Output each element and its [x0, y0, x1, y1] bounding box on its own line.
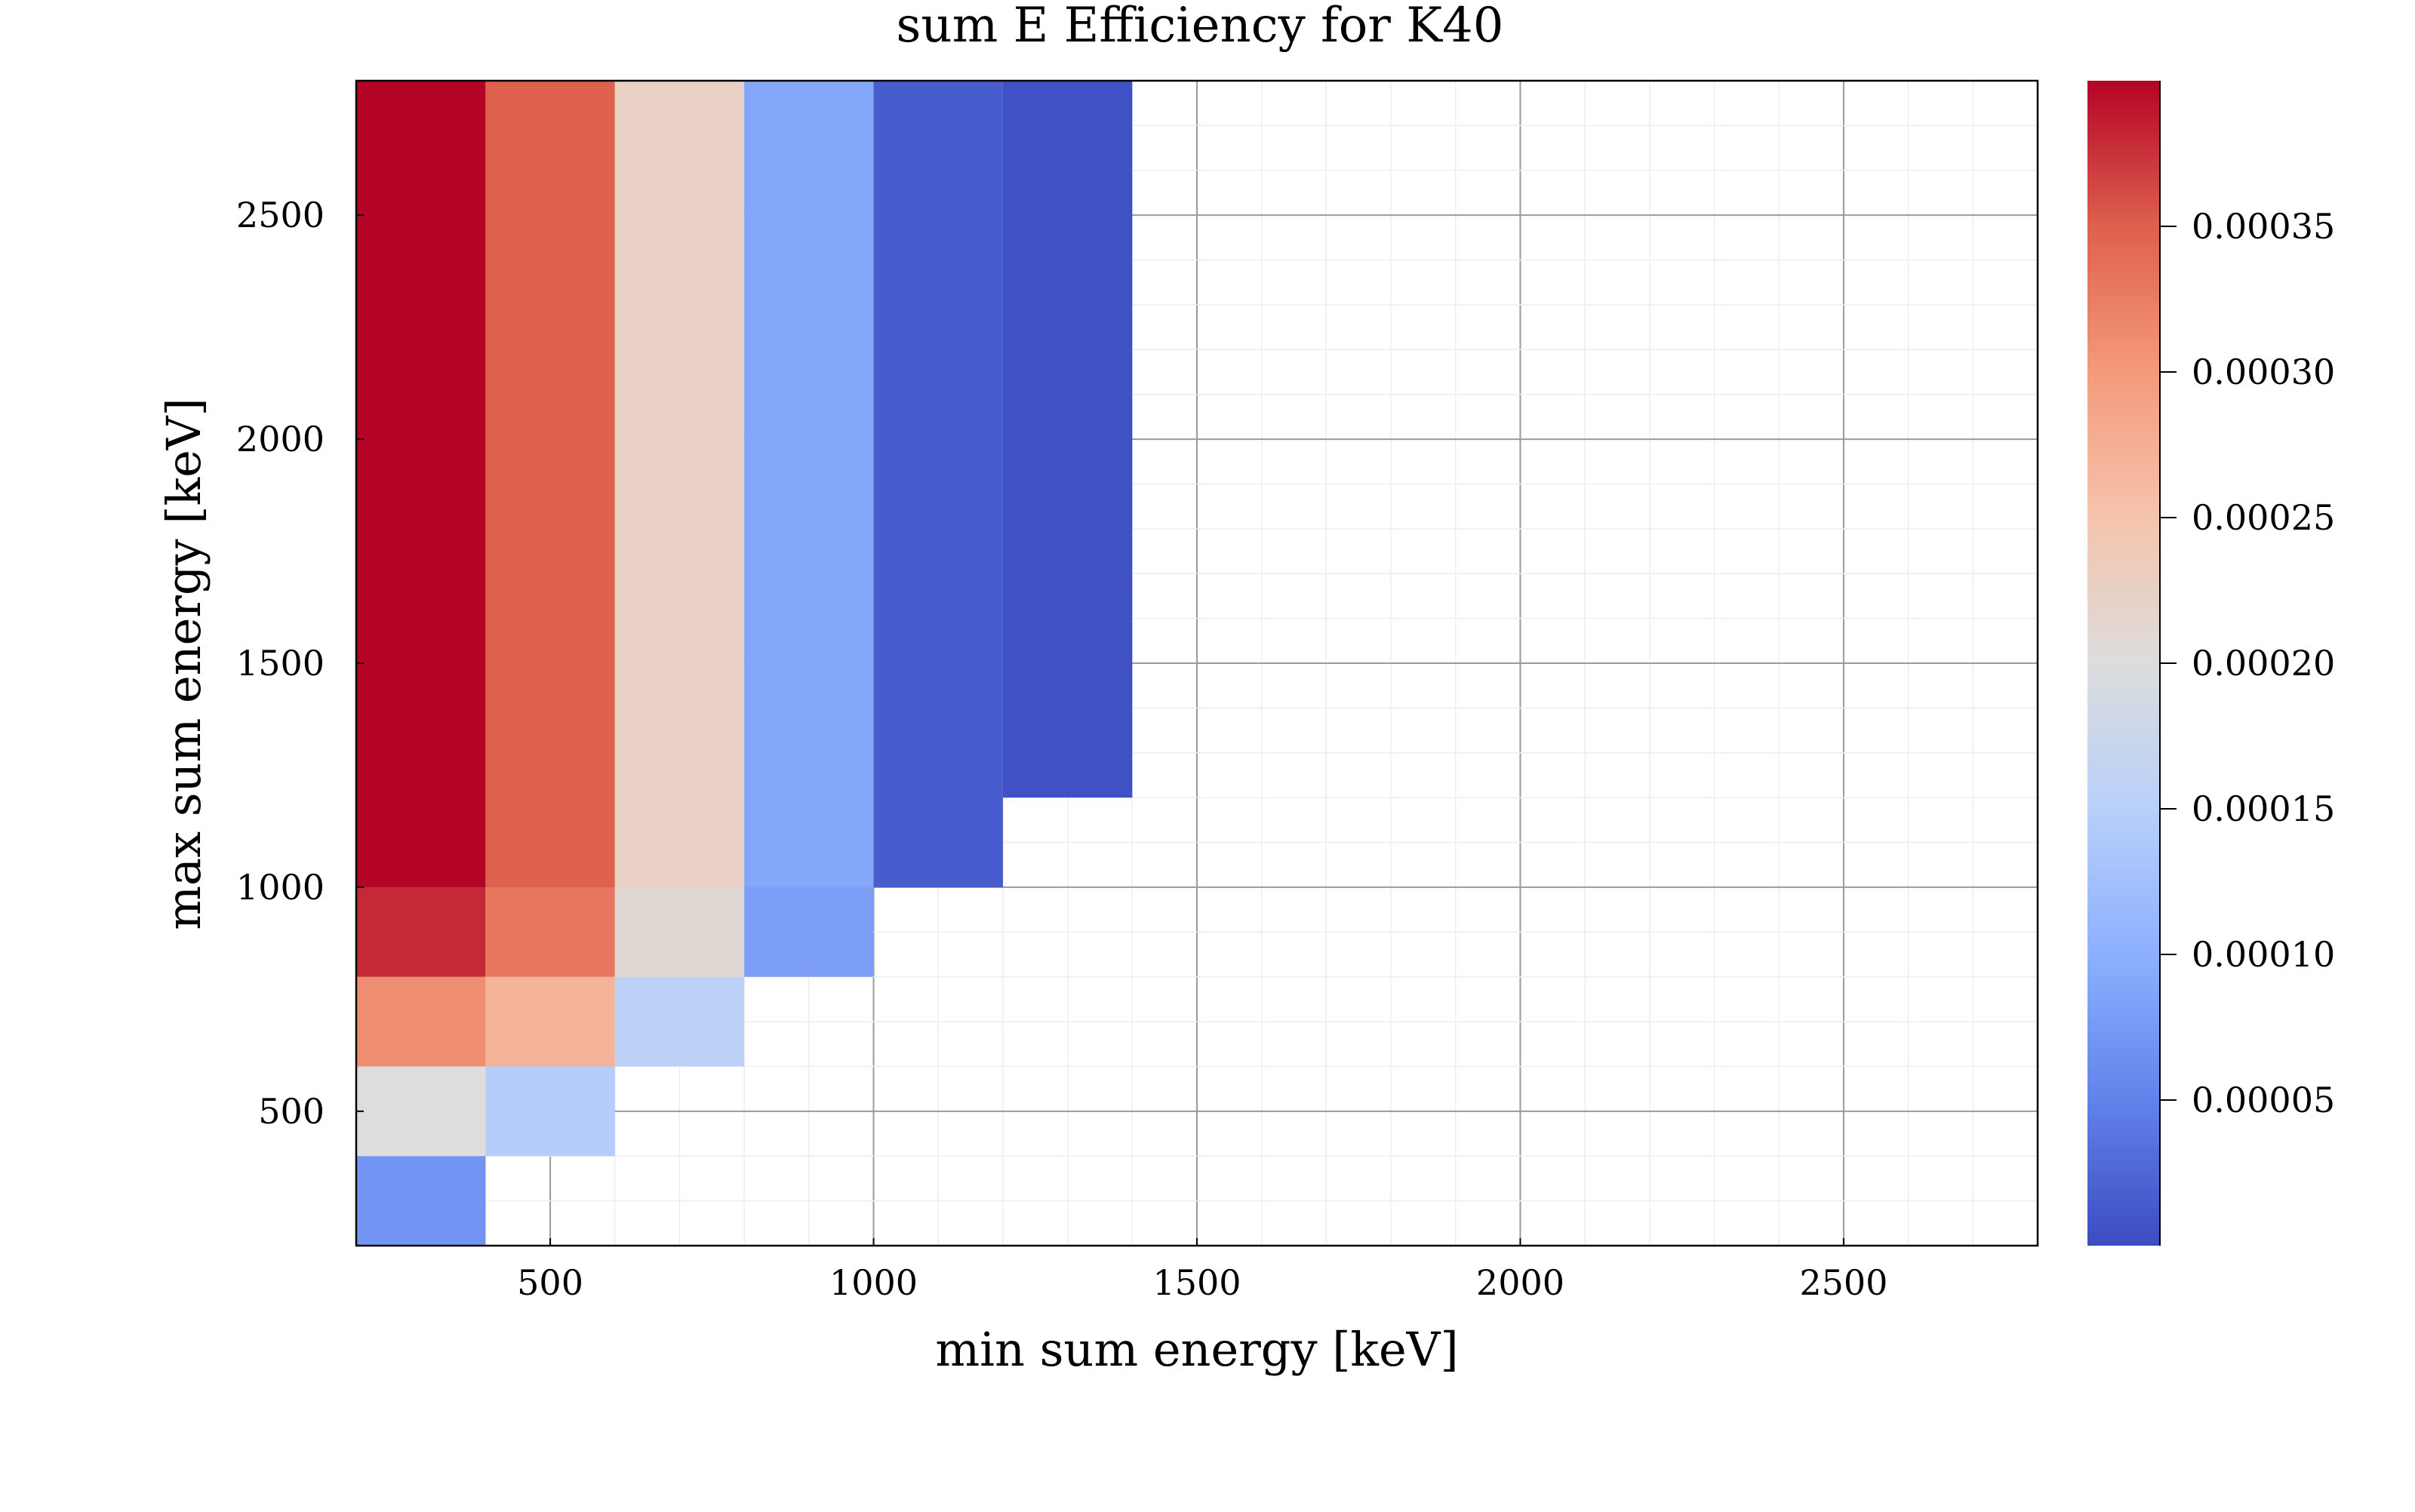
x-tick-label: 2000 — [1476, 1262, 1564, 1303]
colorbar-ticks: 0.00005 0.00010 0.00015 0.00020 0.00025 0.000… — [2159, 81, 2335, 1246]
heatmap-cell — [356, 887, 486, 977]
heatmap-cell — [356, 81, 486, 887]
chart-title: sum E Efficiency for K40 — [897, 0, 1504, 54]
y-tick-label: 1000 — [236, 867, 325, 908]
heatmap-cell — [485, 81, 615, 887]
heatmap-cell — [744, 81, 874, 887]
heatmap-cell — [356, 1156, 486, 1246]
colorbar-tick-label: 0.00005 — [2192, 1080, 2335, 1120]
heatmap-cell — [356, 976, 486, 1067]
heatmap-cell — [485, 976, 615, 1067]
x-tick-label: 500 — [517, 1262, 583, 1303]
heatmap-cell — [744, 887, 874, 977]
x-tick-label: 1500 — [1152, 1262, 1241, 1303]
x-tick-label: 2500 — [1799, 1262, 1887, 1303]
x-axis-ticks: 500 1000 1500 2000 2500 — [517, 1238, 1887, 1303]
colorbar-tick-label: 0.00030 — [2192, 352, 2335, 392]
y-tick-label: 2500 — [236, 195, 325, 235]
y-tick-label: 2000 — [236, 419, 325, 459]
x-tick-label: 1000 — [829, 1262, 918, 1303]
heatmap-cell — [614, 976, 745, 1067]
colorbar-tick-label: 0.00020 — [2192, 643, 2335, 684]
heatmap-cell — [873, 81, 1003, 887]
heatmap-cell — [485, 887, 615, 977]
heatmap-cell — [356, 1066, 486, 1157]
colorbar-tick-label: 0.00035 — [2192, 206, 2335, 247]
heatmap-cell — [1002, 81, 1133, 798]
y-axis-ticks: 500 1000 1500 2000 2500 — [236, 195, 364, 1132]
heatmap-cell — [614, 887, 745, 977]
y-axis-label: max sum energy [keV] — [156, 398, 211, 930]
colorbar — [2087, 81, 2160, 1246]
colorbar-tick-label: 0.00010 — [2192, 934, 2335, 975]
x-axis-label: min sum energy [keV] — [935, 1322, 1458, 1377]
colorbar-tick-label: 0.00015 — [2192, 788, 2335, 829]
heatmap-cell — [614, 81, 745, 887]
y-tick-label: 500 — [258, 1091, 325, 1132]
y-tick-label: 1500 — [236, 643, 325, 684]
heatmap-cells — [356, 81, 1133, 1246]
colorbar-tick-label: 0.00025 — [2192, 497, 2335, 538]
heatmap-cell — [485, 1066, 615, 1157]
